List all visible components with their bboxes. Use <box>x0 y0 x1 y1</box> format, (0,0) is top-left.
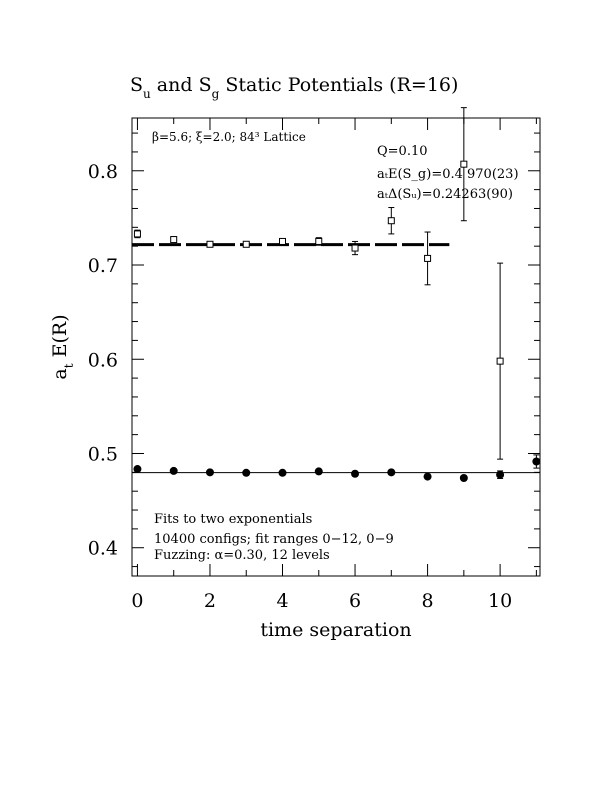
x-tick-label: 4 <box>276 590 288 612</box>
data-point-sg <box>278 468 287 477</box>
y-tick-label: 0.4 <box>88 538 118 560</box>
data-point-su <box>315 237 323 245</box>
data-point-su <box>351 244 359 252</box>
data-point-su <box>206 240 214 248</box>
x-axis-label: time separation <box>260 619 411 641</box>
data-point-su <box>424 254 432 262</box>
x-tick-label: 6 <box>349 590 361 612</box>
data-point-sg <box>133 465 142 474</box>
data-point-su <box>170 236 178 244</box>
data-point-su <box>460 160 468 168</box>
data-point-sg <box>532 457 541 466</box>
chart-title: Su and Sg Static Potentials (R=16) <box>130 74 458 101</box>
data-point-su <box>496 357 504 365</box>
data-point-sg <box>496 470 505 479</box>
annotation-configs: 10400 configs; fit ranges 0−12, 0−9 <box>154 532 394 547</box>
x-tick-label: 8 <box>422 590 434 612</box>
y-tick-label: 0.7 <box>88 255 118 277</box>
y-axis-label: at E(R) <box>49 314 76 379</box>
tick-labels: 0 2 4 6 8 10 0.4 0.5 0.6 0.7 0.8 <box>88 161 512 612</box>
data-point-sg <box>242 468 251 477</box>
annotation-fuzzing: Fuzzing: α=0.30, 12 levels <box>154 548 330 563</box>
data-point-su <box>242 240 250 248</box>
y-tick-label: 0.8 <box>88 161 118 183</box>
data-point-sg <box>314 467 323 476</box>
data-point-su <box>387 217 395 225</box>
data-point-sg <box>423 472 432 481</box>
annotation-esg: aₜE(S_g)=0.4 970(23) <box>377 167 519 182</box>
data-point-sg <box>169 466 178 475</box>
data-point-su <box>279 237 287 245</box>
fit-lines <box>132 243 540 474</box>
x-tick-label: 10 <box>488 590 512 612</box>
data-point-sg <box>205 468 214 477</box>
plot-frame <box>131 117 541 577</box>
annotation-q: Q=0.10 <box>377 144 428 159</box>
y-tick-label: 0.6 <box>88 349 118 371</box>
x-tick-label: 0 <box>131 590 143 612</box>
data-point-sg <box>387 468 396 477</box>
annotation-fits: Fits to two exponentials <box>154 512 312 527</box>
data-point-sg <box>351 469 360 478</box>
data-markers <box>133 107 541 482</box>
y-tick-label: 0.5 <box>88 443 118 465</box>
annotation-dsu: aₜΔ(Sᵤ)=0.24263(90) <box>377 187 513 202</box>
data-point-su <box>133 230 141 238</box>
axis-ticks <box>132 118 540 576</box>
annotation-lattice: β=5.6; ξ=2.0; 84³ Lattice <box>152 130 306 144</box>
data-point-sg <box>459 473 468 482</box>
x-tick-label: 2 <box>204 590 216 612</box>
